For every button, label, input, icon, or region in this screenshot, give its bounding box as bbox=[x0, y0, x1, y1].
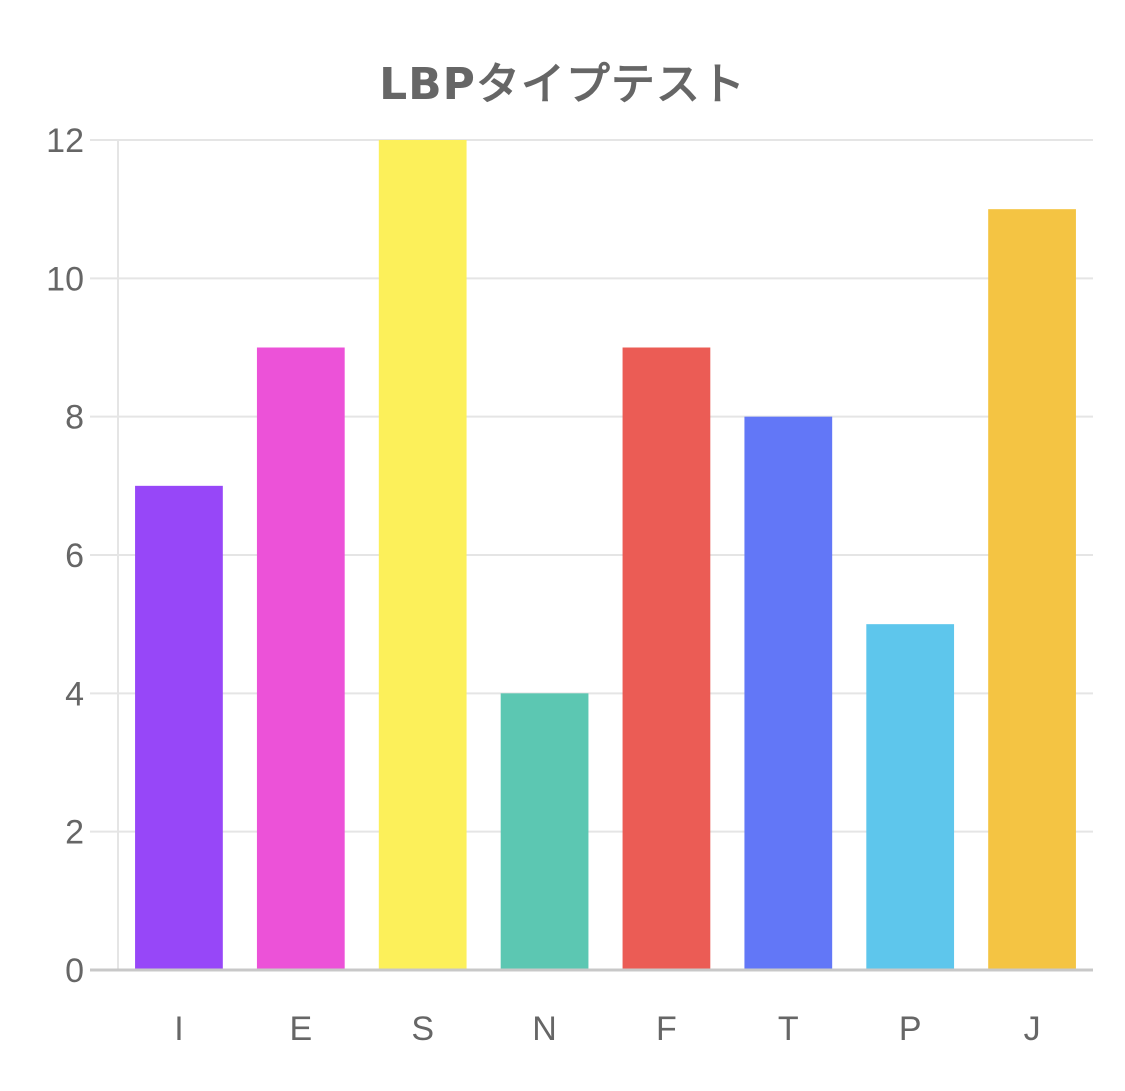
bar-p bbox=[866, 624, 955, 970]
y-tick-label: 6 bbox=[65, 537, 84, 575]
bar-s bbox=[378, 140, 467, 970]
x-tick-label: S bbox=[411, 1010, 434, 1048]
x-tick-label: I bbox=[174, 1010, 183, 1048]
bar-i bbox=[135, 485, 223, 970]
y-tick-label: 8 bbox=[65, 399, 84, 437]
chart-title: LBPタイプテスト bbox=[379, 59, 746, 110]
bar-e bbox=[256, 347, 345, 970]
x-tick-label: P bbox=[899, 1010, 922, 1048]
axes bbox=[90, 140, 1093, 972]
x-tick-label: T bbox=[778, 1010, 799, 1048]
y-tick-label: 10 bbox=[46, 260, 84, 298]
y-axis-ticks: 0 2 4 6 8 10 12 bbox=[46, 122, 84, 990]
x-tick-label: J bbox=[1024, 1010, 1041, 1048]
bar-j bbox=[988, 209, 1076, 970]
y-tick-label: 0 bbox=[65, 952, 84, 990]
y-tick-label: 2 bbox=[65, 814, 84, 852]
y-tick-label: 4 bbox=[65, 675, 84, 713]
bar-n bbox=[500, 693, 589, 970]
bar-t bbox=[744, 416, 833, 971]
bar-f bbox=[622, 347, 711, 970]
bars bbox=[135, 140, 1076, 971]
x-tick-label: N bbox=[532, 1010, 557, 1048]
x-tick-label: F bbox=[656, 1010, 677, 1048]
y-tick-label: 12 bbox=[46, 122, 84, 160]
x-tick-label: E bbox=[289, 1010, 312, 1048]
